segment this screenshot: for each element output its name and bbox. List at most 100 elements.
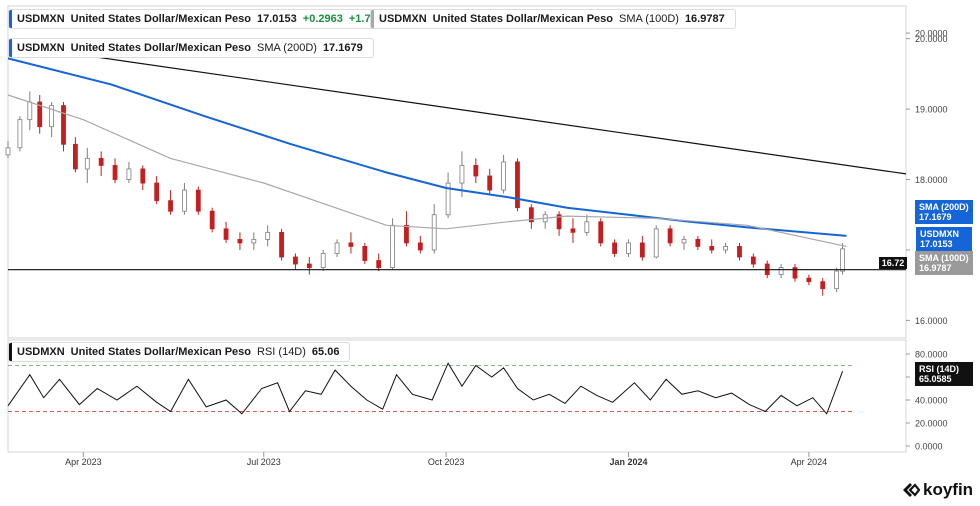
candle-body — [653, 228, 659, 258]
legend-sma200-label: SMA (200D) — [257, 42, 317, 54]
candle-body — [473, 165, 479, 177]
candle-body — [431, 214, 437, 251]
series-sma-100d — [7, 94, 847, 247]
legend-sma100-value: 16.9787 — [684, 13, 725, 25]
candle-body — [681, 238, 687, 244]
rsi-line — [7, 362, 844, 415]
y-tick-label: 18.0000 — [915, 175, 948, 185]
candle-body — [459, 165, 465, 184]
legend-main-ticker: USDMXN — [17, 13, 65, 25]
tag-sma200: SMA (200D) 17.1679 — [915, 200, 973, 224]
candle-body — [237, 238, 243, 244]
candle-body — [556, 214, 562, 230]
candle-body — [515, 161, 520, 209]
x-tick-label: Jul 2023 — [247, 457, 281, 467]
candle-body — [49, 105, 55, 128]
tag-sma200-label: SMA (200D) — [919, 202, 969, 212]
candle-body — [820, 281, 826, 290]
legend-sma100-ticker: USDMXN — [379, 13, 427, 25]
candle-body — [168, 200, 173, 212]
candle-body — [723, 246, 729, 251]
tag-rsi: RSI (14D) 65.0585 — [915, 362, 973, 386]
y-tick-label: 20.0000 — [915, 34, 948, 44]
candle-body — [17, 119, 23, 149]
candle-body — [72, 143, 78, 170]
rsi-panel-frame — [7, 339, 907, 453]
y-tick-label: 19.0000 — [915, 105, 948, 115]
legend-sma100-label: SMA (100D) — [619, 13, 679, 25]
candle-body — [667, 228, 673, 244]
legend-rsi-ticker: USDMXN — [17, 346, 65, 358]
series-sma-200d — [7, 57, 847, 237]
candle-body — [320, 253, 326, 268]
candle-body — [27, 101, 33, 121]
candle-body — [626, 242, 631, 254]
x-tick-label: Oct 2023 — [428, 457, 465, 467]
candle-body — [61, 105, 66, 145]
tag-hline: 16.72 — [879, 257, 907, 269]
candle-body — [445, 182, 451, 216]
candle-body — [376, 260, 382, 268]
series-trendline — [7, 43, 907, 175]
legend-rsi-label: RSI (14D) — [257, 346, 306, 358]
candle-body — [5, 147, 11, 156]
tag-sma100-label: SMA (100D) — [919, 253, 969, 263]
candle-body — [362, 246, 368, 261]
candle-body — [528, 207, 534, 223]
candle-body — [750, 256, 756, 265]
legend-sma200-ticker: USDMXN — [17, 42, 65, 54]
legend-main-value: 17.0153 — [257, 13, 297, 25]
candle-body — [334, 242, 340, 254]
candle-body — [195, 189, 201, 212]
rsi-tick-label: 80.0000 — [915, 350, 948, 360]
legend-sma200[interactable]: USDMXN United States Dollar/Mexican Peso… — [8, 38, 374, 58]
tag-price: USDMXN 17.0153 — [915, 226, 973, 252]
y-tick-label: 16.0000 — [915, 316, 948, 326]
legend-sma100[interactable]: USDMXN United States Dollar/Mexican Peso… — [370, 9, 736, 29]
candle-body — [487, 175, 493, 191]
main-panel-frame — [7, 5, 907, 339]
x-tick-label: Jan 2024 — [609, 457, 647, 467]
rsi-tick-label: 0.0000 — [915, 442, 943, 452]
candle-body — [612, 242, 617, 254]
tag-sma100-value: 16.9787 — [919, 263, 952, 273]
tag-sma200-value: 17.1679 — [919, 212, 952, 222]
candle-body — [209, 210, 215, 230]
candle-body — [126, 168, 132, 180]
legend-sma200-value: 17.1679 — [322, 42, 363, 54]
brand-name: koyfin — [923, 480, 974, 499]
tag-price-label: USDMXN — [920, 229, 960, 239]
x-tick-label: Apr 2023 — [65, 457, 102, 467]
candle-body — [778, 267, 784, 276]
candle-body — [140, 168, 146, 184]
legend-main-name: United States Dollar/Mexican Peso — [70, 13, 252, 25]
candle-body — [154, 182, 160, 202]
legend-main[interactable]: USDMXN United States Dollar/Mexican Peso… — [8, 9, 398, 29]
candle-body — [417, 242, 423, 251]
candle-body — [279, 231, 284, 258]
candle-body — [840, 248, 845, 272]
candle-body — [265, 231, 271, 240]
candle-body — [348, 242, 354, 247]
tag-rsi-value: 65.0585 — [919, 374, 952, 384]
candle-body — [306, 263, 312, 268]
candle-body — [570, 228, 576, 233]
candle-body — [112, 165, 118, 180]
candle-body — [834, 270, 840, 290]
candle-body — [584, 221, 590, 233]
candle-body — [709, 246, 715, 251]
koyfin-logo-icon — [903, 483, 920, 497]
legend-rsi-value: 65.06 — [311, 346, 340, 358]
tag-sma100: SMA (100D) 16.9787 — [915, 251, 973, 275]
candle-body — [404, 224, 409, 244]
tag-price-value: 17.0153 — [920, 239, 953, 249]
candle-body — [639, 242, 645, 258]
legend-rsi[interactable]: USDMXN United States Dollar/Mexican Peso… — [8, 342, 351, 362]
candle-body — [501, 161, 506, 191]
candle-body — [806, 277, 812, 283]
tag-rsi-label: RSI (14D) — [919, 364, 960, 374]
legend-sma200-name: United States Dollar/Mexican Peso — [70, 42, 252, 54]
candle-body — [84, 157, 90, 170]
candle-body — [293, 256, 298, 265]
